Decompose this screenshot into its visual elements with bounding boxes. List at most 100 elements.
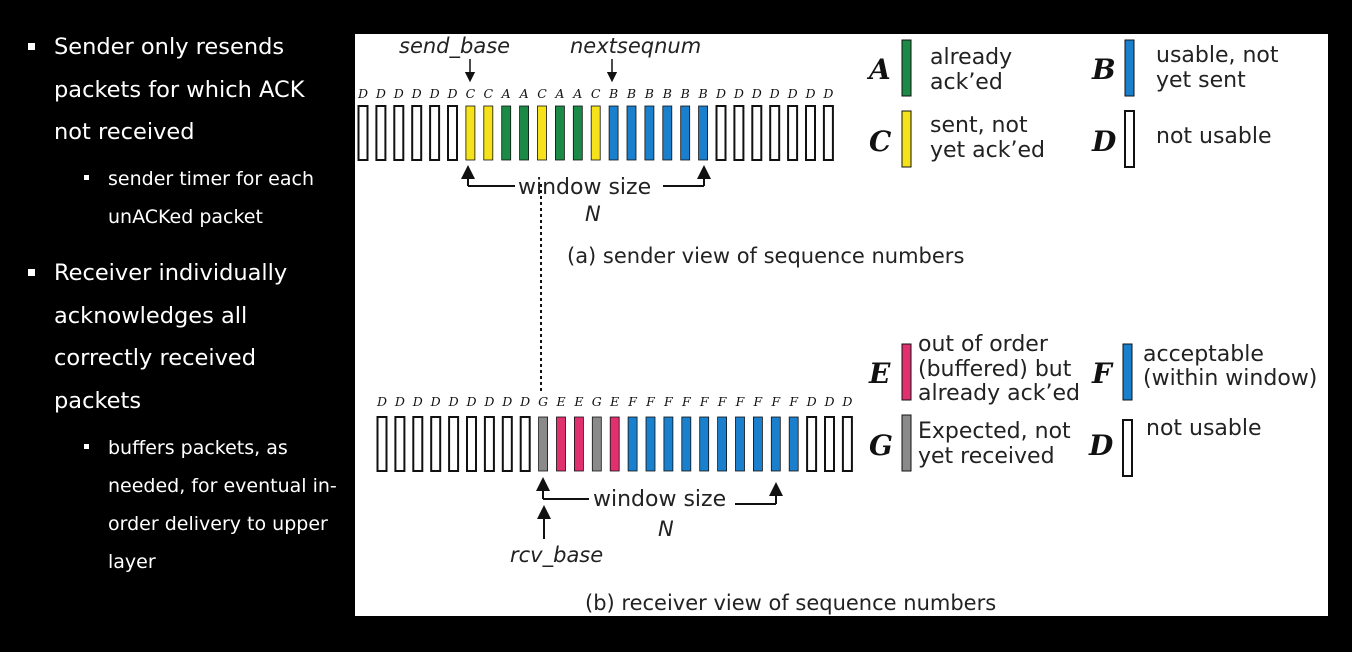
receiver-bar-d: [519, 416, 531, 472]
legend-key: D: [1088, 429, 1114, 462]
sender-bar-b: [608, 105, 619, 161]
legend-text: out of order: [918, 332, 1049, 357]
sender-bar-d: [751, 105, 763, 161]
sender-letter: D: [393, 86, 404, 101]
receiver-bar-g: [591, 416, 602, 472]
legend-text: not usable: [1156, 124, 1272, 149]
sender-bar-b: [626, 105, 637, 161]
sender-bar-a: [554, 105, 565, 161]
sender-letter: A: [501, 86, 511, 101]
legend-swatch: [901, 343, 912, 401]
sender-letter: D: [733, 86, 744, 101]
bullet-text: Receiver individually acknowledges all c…: [54, 260, 288, 414]
sender-letter: D: [751, 86, 762, 101]
sender-caption: (a) sender view of sequence numbers: [567, 244, 964, 268]
receiver-letter: D: [519, 394, 530, 409]
receiver-bar-d: [466, 416, 477, 472]
sender-letter: A: [572, 86, 582, 101]
legend-key: D: [1091, 125, 1117, 158]
sender-bar-d: [357, 105, 369, 161]
receiver-letter: D: [394, 394, 405, 409]
receiver-letter: F: [788, 394, 799, 409]
legend-item-d-receiver: D not usable: [1088, 416, 1262, 477]
receiver-letter: E: [573, 394, 583, 409]
bullet-marker: [84, 175, 89, 180]
receiver-letter: D: [841, 394, 852, 409]
receiver-bar-f: [699, 416, 710, 472]
legend-text: yet ack’ed: [930, 138, 1045, 163]
legend-key: E: [868, 357, 891, 390]
sender-letter: B: [680, 86, 690, 101]
sender-letter: D: [411, 86, 422, 101]
legend-item-d: D not usable: [1091, 110, 1272, 168]
receiver-sequence-bars: [376, 416, 853, 472]
sender-bar-d: [393, 105, 405, 161]
legend-item-e: E out of order (buffered) but already ac…: [868, 332, 1080, 406]
sender-bar-d: [447, 105, 458, 161]
receiver-bar-f: [663, 416, 674, 472]
bullet-marker: [84, 444, 89, 449]
legend-text: ack’ed: [930, 70, 1003, 95]
receiver-window-label: window size: [593, 487, 726, 512]
sender-letter: D: [804, 86, 815, 101]
sender-bar-d: [375, 105, 387, 161]
legend-item-b: B usable, not yet sent: [1091, 39, 1279, 97]
nextseqnum-label: nextseqnum: [570, 34, 701, 58]
receiver-bar-f: [717, 416, 728, 472]
legend-text: not usable: [1146, 416, 1262, 441]
receiver-letter: D: [483, 394, 494, 409]
receiver-letter: F: [663, 394, 674, 409]
legend-item-a: A already ack’ed: [866, 39, 1012, 97]
sender-letter: B: [626, 86, 636, 101]
sender-letter: D: [446, 86, 457, 101]
legend-text: yet received: [918, 444, 1055, 469]
sender-sequence-bars: [357, 105, 834, 161]
receiver-bar-f: [735, 416, 745, 472]
receiver-bar-e: [609, 416, 620, 472]
sender-bar-a: [572, 105, 583, 161]
receiver-letter: F: [735, 394, 746, 409]
sender-letter: D: [787, 86, 798, 101]
receiver-bar-f: [770, 416, 781, 472]
receiver-letter: D: [412, 394, 423, 409]
sender-bar-a: [501, 105, 512, 161]
legend-swatch: [1122, 343, 1133, 401]
sender-letter: B: [662, 86, 672, 101]
sender-bar-d: [805, 105, 816, 161]
bullet-marker: [28, 43, 35, 50]
legend-swatch: [901, 414, 912, 472]
sender-letter: B: [698, 86, 708, 101]
legend-swatch: [1124, 39, 1135, 97]
receiver-bar-d: [824, 416, 835, 472]
legend-key: B: [1091, 53, 1116, 86]
legend-text: (within window): [1143, 366, 1317, 391]
legend-key: F: [1091, 357, 1114, 390]
sender-bar-d: [733, 105, 745, 161]
legend-key: C: [869, 125, 892, 158]
sender-bar-c: [465, 105, 476, 161]
sender-letter: D: [822, 86, 833, 101]
receiver-letter: D: [448, 394, 459, 409]
sender-letter: D: [429, 86, 440, 101]
receiver-bar-f: [627, 416, 638, 472]
legend-text: Expected, not: [918, 419, 1071, 444]
receiver-letter: G: [538, 394, 548, 409]
sender-bar-a: [519, 105, 530, 161]
receiver-bar-d: [448, 416, 460, 472]
sender-bar-d: [411, 105, 423, 161]
legend-text: yet sent: [1156, 68, 1246, 93]
receiver-window-n: N: [658, 517, 674, 541]
sender-letter: B: [644, 86, 654, 101]
receiver-bar-g: [538, 416, 549, 472]
sender-letter: D: [715, 86, 726, 101]
bullet-list: Sender only resends packets for which AC…: [0, 0, 350, 652]
receiver-letter: F: [645, 394, 656, 409]
receiver-letter: F: [717, 394, 728, 409]
bullet-text: buffers packets, as needed, for eventual…: [108, 437, 337, 573]
receiver-bar-e: [573, 416, 584, 472]
legend-text: sent, not: [930, 113, 1028, 138]
receiver-bar-d: [394, 416, 406, 472]
receiver-bar-e: [556, 416, 566, 472]
